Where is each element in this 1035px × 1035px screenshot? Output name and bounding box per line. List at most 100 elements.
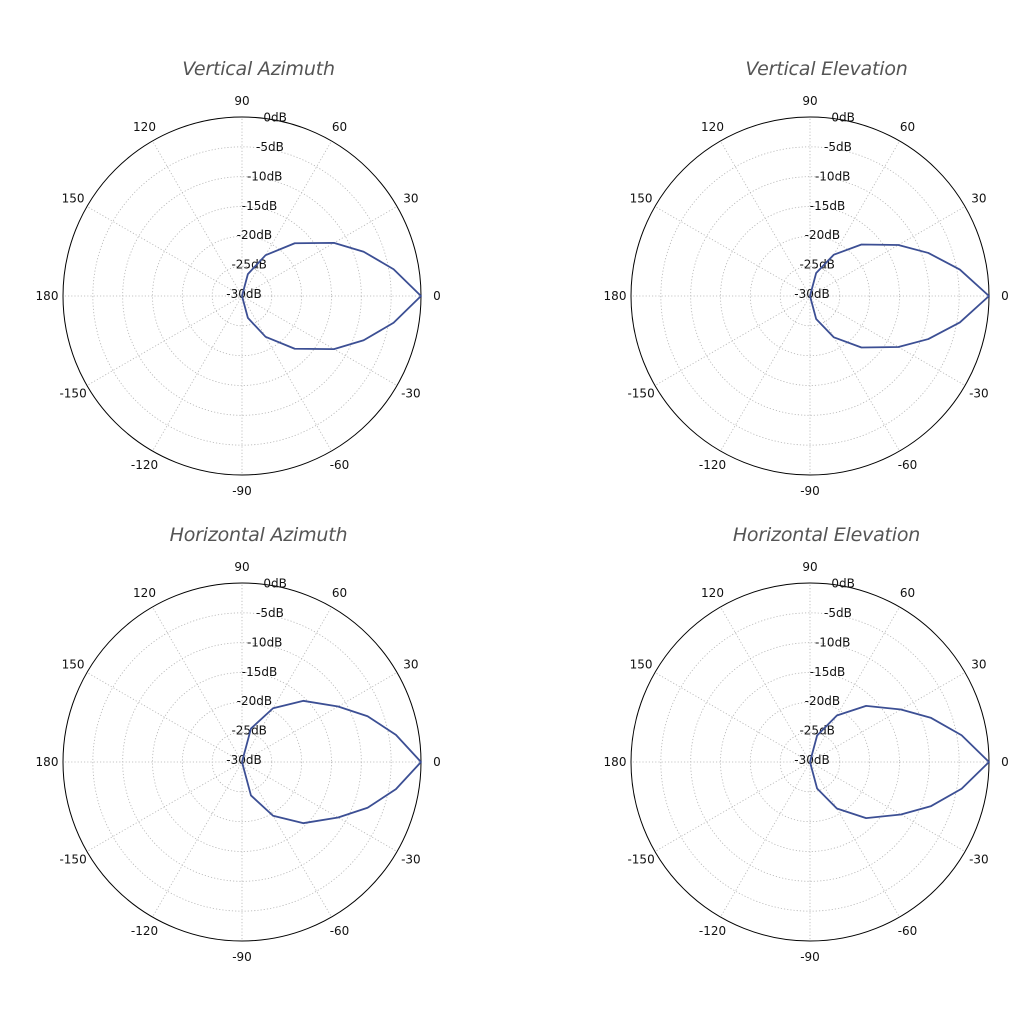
angular-grid-line [152,606,243,763]
radial-tick-label: -30dB [226,753,261,767]
angle-tick-label: 120 [133,120,156,134]
angular-grid-line [654,206,811,297]
angle-tick-label: -120 [699,458,726,472]
radial-grid-circle [720,206,900,386]
angular-grid-line [720,606,811,763]
angular-grid-line [241,295,332,452]
radial-tick-label: -30dB [794,287,829,301]
radial-tick-label: -20dB [237,228,272,242]
angle-tick-label: -90 [232,950,252,964]
angle-tick-label: -30 [401,853,421,867]
angular-grid-line [720,140,811,297]
radial-tick-label: -25dB [231,724,266,738]
angle-tick-label: -90 [800,950,820,964]
angle-tick-label: -60 [330,458,350,472]
angular-grid-line [809,295,900,452]
radial-tick-label: -20dB [237,694,272,708]
angle-tick-label: 30 [403,658,418,672]
radial-grid-circle [181,235,303,357]
angle-tick-label: -30 [969,387,989,401]
radial-tick-label: -15dB [242,665,277,679]
polar-chart: 0 30 60 90 120 150 180 -150 -120 -90 -60 -30 0dB -5dB… [36,560,441,964]
angular-grid-line [241,140,332,297]
radial-tick-label: -30dB [226,287,261,301]
polar-chart: 0 30 60 90 120 150 180 -150 -120 -90 -60 -30 0dB -5dB… [604,560,1009,964]
radial-grid-circle [181,701,303,823]
angular-grid-line [241,761,332,918]
radial-tick-label: -5dB [256,606,284,620]
radial-tick-label: -20dB [805,694,840,708]
angle-tick-label: 150 [62,192,85,206]
angle-tick-label: -60 [330,924,350,938]
angle-tick-label: -120 [131,924,158,938]
angular-grid-line [720,295,811,452]
radial-tick-label: -10dB [247,636,282,650]
radial-grid-circle [749,701,871,823]
radial-grid-circle [92,146,392,446]
angle-tick-label: 150 [62,658,85,672]
angular-grid-line [809,761,966,852]
angular-grid-line [152,140,243,297]
angle-tick-label: 90 [234,94,249,108]
polar-panel-horizontal-azimuth: Horizontal Azimuth 0 30 60 90 120 150 180 -150 -… [0,521,517,987]
radial-tick-label: -15dB [810,199,845,213]
radial-grid-circle [660,146,960,446]
angle-tick-label: 180 [36,755,59,769]
angle-tick-label: -150 [59,853,86,867]
angle-tick-label: 60 [900,120,915,134]
radial-grid-circle [749,235,871,357]
radial-grid-circle [152,206,332,386]
angle-tick-label: -90 [800,484,820,498]
chart-title: Vertical Azimuth [182,58,335,80]
angular-grid-line [86,761,243,852]
radial-tick-label: 0dB [831,111,854,125]
angular-grid-line [809,672,966,763]
angular-grid-line [241,606,332,763]
angle-tick-label: 60 [332,586,347,600]
angle-tick-label: -150 [59,387,86,401]
radial-tick-label: -5dB [824,606,852,620]
angle-tick-label: 30 [403,192,418,206]
chart-title: Horizontal Elevation [732,524,921,546]
angle-tick-label: 180 [604,289,627,303]
radial-grid-circle [92,612,392,912]
angle-tick-label: 180 [604,755,627,769]
angle-tick-label: 150 [630,658,653,672]
angle-tick-label: 90 [802,560,817,574]
angle-tick-label: 0 [1001,289,1009,303]
angle-tick-label: -120 [131,458,158,472]
angular-grid-line [809,606,900,763]
radial-tick-label: -10dB [815,170,850,184]
angular-grid-line [809,140,900,297]
polar-panel-vertical-elevation: Vertical Elevation 0 30 60 90 120 150 180 -150 -… [568,55,1035,521]
pattern-trace [809,704,990,820]
radial-tick-label: -20dB [805,228,840,242]
angle-tick-label: 60 [900,586,915,600]
radial-grid-circle [660,612,960,912]
radial-tick-label: -15dB [242,199,277,213]
angular-grid-line [241,295,398,386]
angle-tick-label: 120 [701,586,724,600]
angular-grid-line [86,206,243,297]
angular-grid-line [809,761,900,918]
angular-grid-line [654,761,811,852]
angular-grid-line [654,672,811,763]
angle-tick-label: -120 [699,924,726,938]
angle-tick-label: -30 [401,387,421,401]
angle-tick-label: -150 [627,853,654,867]
radial-tick-label: -10dB [247,170,282,184]
angle-tick-label: 120 [133,586,156,600]
angle-tick-label: -150 [627,387,654,401]
radial-tick-label: 0dB [831,577,854,591]
angle-tick-label: 0 [433,289,441,303]
angle-tick-label: 150 [630,192,653,206]
angle-tick-label: 0 [433,755,441,769]
radial-tick-label: -15dB [810,665,845,679]
angle-tick-label: 0 [1001,755,1009,769]
radial-tick-label: -5dB [824,140,852,154]
radial-tick-label: -5dB [256,140,284,154]
angle-tick-label: -60 [898,924,918,938]
pattern-trace [809,243,990,349]
chart-title: Vertical Elevation [745,58,908,80]
angular-grid-line [86,295,243,386]
